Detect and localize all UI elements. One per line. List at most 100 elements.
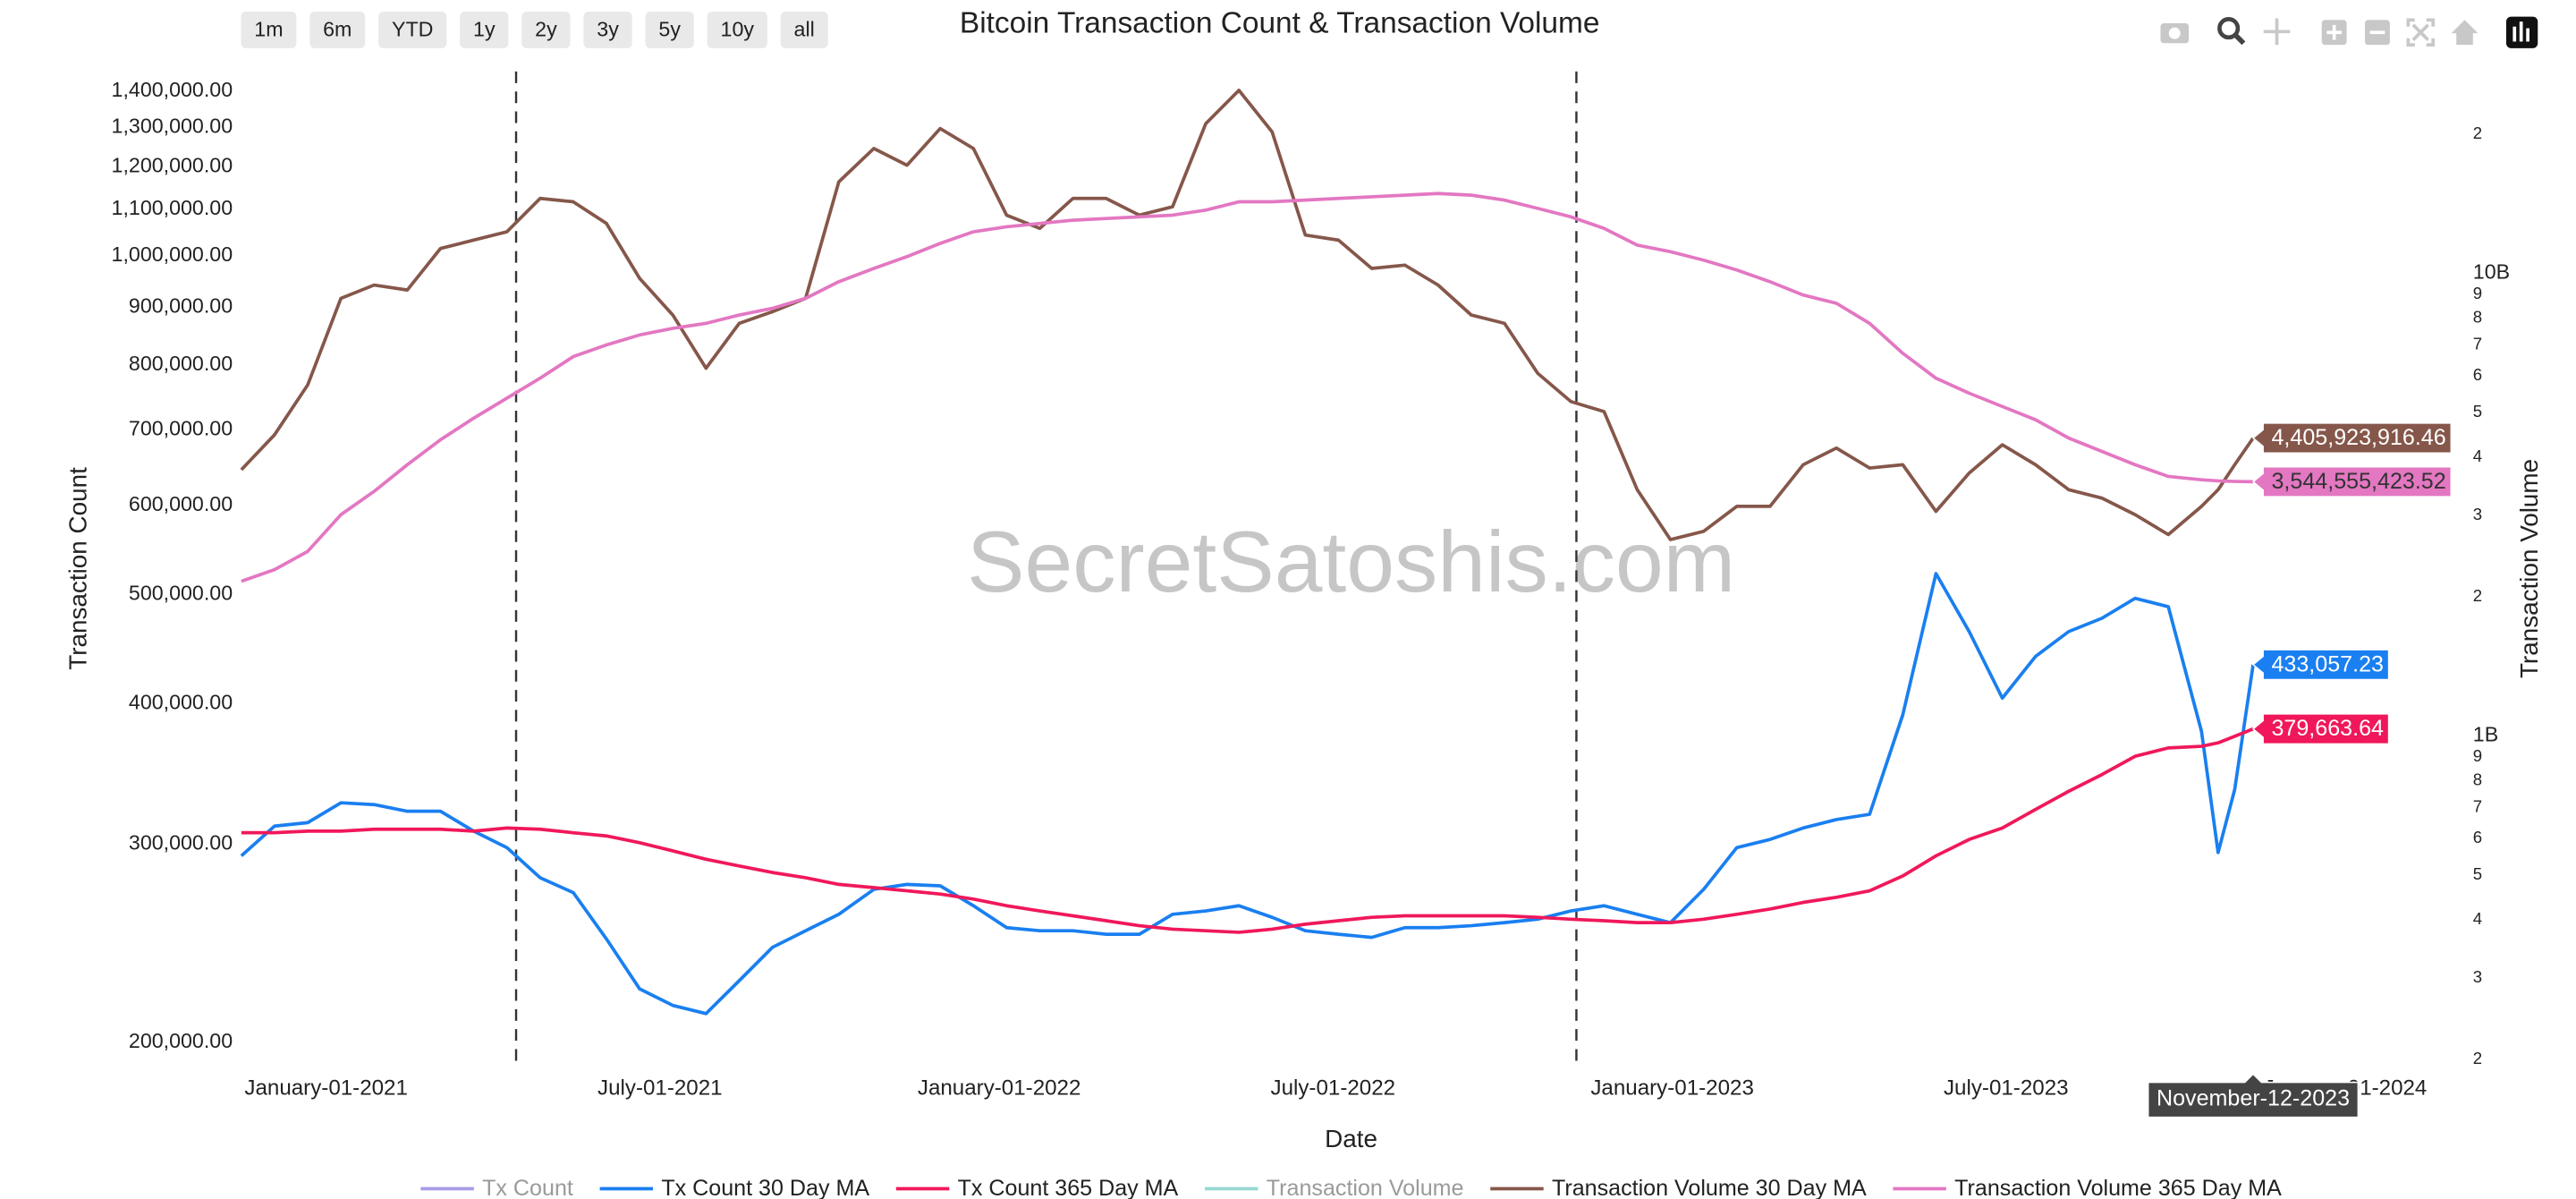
legend-label[interactable]: Transaction Volume 30 Day MA [1552,1176,1867,1199]
legend-item[interactable]: Tx Count 30 Day MA [599,1176,870,1199]
range-button-bg[interactable] [521,12,571,48]
range-button[interactable]: 10y [707,12,767,48]
autoscale-button[interactable] [2406,18,2436,47]
y2-tick-label: 3 [2473,505,2482,523]
y-tick-label: 1,000,000.00 [112,242,233,266]
y-tick-label: 1,100,000.00 [112,196,233,219]
line-series [240,89,2255,541]
range-button-label[interactable]: 6m [323,18,352,41]
y2-tick-label: 2 [2473,586,2482,605]
range-button-label[interactable]: 5y [658,18,681,41]
legend-label[interactable]: Transaction Volume 365 Day MA [1954,1176,2282,1199]
y2-tick-label: 5 [2473,864,2482,883]
legend: Tx Count Tx Count 30 Day MA Tx Count 365 D… [420,1176,2282,1199]
y2-tick-label: 9 [2473,284,2482,302]
legend-label[interactable]: Tx Count 365 Day MA [958,1176,1179,1199]
range-button[interactable]: 2y [521,12,571,48]
range-button-bg[interactable] [583,12,632,48]
hover-label: 3,544,555,423.52 [2251,465,2453,497]
hover-label: 379,663.64 [2251,713,2390,745]
y2-tick-label: 10B [2473,260,2510,284]
y2-tick-label: 7 [2473,797,2482,816]
x-tick-label: July-01-2023 [1944,1076,2069,1100]
range-button-bg[interactable] [460,12,509,48]
y2-tick-label: 6 [2473,365,2482,384]
y-axis-title: Transaction Count [64,467,92,670]
legend-item[interactable]: Transaction Volume 365 Day MA [1893,1176,2282,1199]
y2-tick-label: 4 [2473,446,2482,465]
x-axis-title: Date [1325,1125,1377,1152]
range-button-label[interactable]: 3y [597,18,619,41]
line-series [241,727,2254,934]
hover-label-box [2251,649,2390,681]
range-button-bg[interactable] [780,12,828,48]
range-button[interactable]: all [780,12,828,48]
y2-tick-label: 6 [2473,828,2482,846]
y-tick-label: 700,000.00 [129,417,233,440]
range-button-label[interactable]: all [794,18,815,41]
plotly-logo[interactable] [2505,16,2538,48]
y2-axis-title: Transaction Volume [2515,459,2543,678]
y2-tick-label: 5 [2473,402,2482,421]
y-tick-label: 200,000.00 [129,1029,233,1052]
range-button-bg[interactable] [645,12,694,48]
legend-label[interactable]: Transaction Volume [1267,1176,1464,1199]
x-hover-label: November-12-2023 [2147,1073,2360,1118]
range-button[interactable]: 1m [241,12,297,48]
y2-tick-label: 4 [2473,909,2482,928]
range-button[interactable]: 5y [645,12,694,48]
range-button-bg[interactable] [309,12,366,48]
hover-label-box [2251,465,2453,497]
y-tick-label: 400,000.00 [129,690,233,713]
line-series [240,572,2255,1016]
x-hover-label-box [2147,1073,2360,1118]
legend-label[interactable]: Tx Count 30 Day MA [661,1176,869,1199]
zoom-button[interactable] [2217,17,2246,46]
range-button[interactable]: 6m [309,12,366,48]
x-tick-label: July-01-2021 [597,1076,723,1100]
range-button-label[interactable]: 1y [473,18,496,41]
watermark: SecretSatoshis.com [967,514,1735,610]
legend-item[interactable]: Transaction Volume [1205,1176,1464,1199]
range-button[interactable]: 1y [460,12,509,48]
reset-button[interactable] [2451,20,2479,46]
y2-tick-label: 1B [2473,723,2498,746]
y-tick-label: 600,000.00 [129,492,233,515]
legend-item[interactable]: Tx Count [420,1176,573,1199]
y2-tick-label: 3 [2473,967,2482,986]
range-button[interactable]: 3y [583,12,632,48]
y-tick-label: 900,000.00 [129,293,233,317]
range-button-label[interactable]: 2y [535,18,557,41]
range-button-bg[interactable] [378,12,447,48]
y-tick-label: 1,400,000.00 [112,78,233,101]
line-series [241,191,2254,583]
range-button[interactable]: YTD [378,12,447,48]
y-tick-label: 1,300,000.00 [112,115,233,138]
legend-label[interactable]: Tx Count [482,1176,573,1199]
y2-tick-label: 8 [2473,770,2482,789]
chart-title: Bitcoin Transaction Count & Transaction … [960,7,1600,40]
hover-label-text: 4,405,923,916.46 [2271,425,2445,450]
y2-tick-label: 9 [2473,746,2482,765]
range-button-label[interactable]: 1m [254,18,283,41]
y2-tick-label: 7 [2473,335,2482,353]
pan-button[interactable] [2263,18,2291,46]
zoom-out-button[interactable] [2365,20,2390,46]
hover-label: 4,405,923,916.46 [2251,422,2453,455]
hover-label-text: 3,544,555,423.52 [2271,469,2445,494]
hover-label-box [2251,422,2453,455]
range-button-bg[interactable] [241,12,297,48]
legend-item[interactable]: Tx Count 365 Day MA [895,1176,1179,1199]
hover-label-text: 379,663.64 [2271,716,2384,741]
y2-tick-label: 8 [2473,308,2482,327]
modebar [2160,16,2538,48]
legend-item[interactable]: Transaction Volume 30 Day MA [1490,1176,1867,1199]
x-tick-label: January-01-2023 [1590,1076,1754,1100]
range-button-bg[interactable] [707,12,767,48]
x-tick-label: July-01-2022 [1271,1076,1396,1100]
range-button-label[interactable]: YTD [392,18,433,41]
zoom-in-button[interactable] [2321,20,2347,46]
camera-button[interactable] [2160,23,2190,44]
range-button-label[interactable]: 10y [721,18,755,41]
